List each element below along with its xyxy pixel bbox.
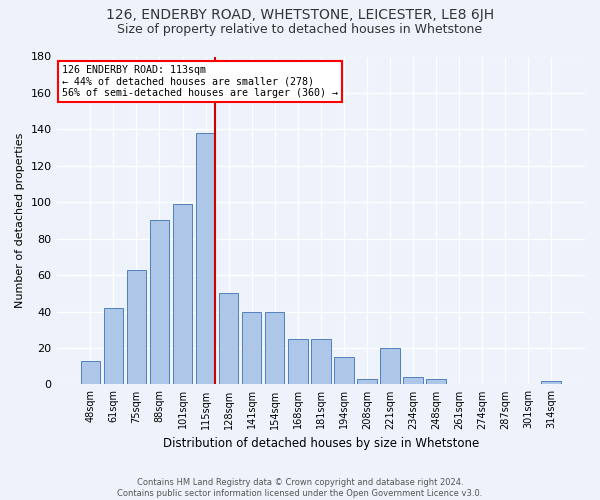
Bar bbox=[127, 270, 146, 384]
Bar bbox=[265, 312, 284, 384]
Bar bbox=[80, 360, 100, 384]
Bar bbox=[380, 348, 400, 385]
Text: 126 ENDERBY ROAD: 113sqm
← 44% of detached houses are smaller (278)
56% of semi-: 126 ENDERBY ROAD: 113sqm ← 44% of detach… bbox=[62, 64, 338, 98]
Bar bbox=[288, 339, 308, 384]
Bar bbox=[219, 294, 238, 384]
Y-axis label: Number of detached properties: Number of detached properties bbox=[15, 133, 25, 308]
Bar bbox=[357, 379, 377, 384]
Bar bbox=[311, 339, 331, 384]
Bar bbox=[242, 312, 262, 384]
Bar bbox=[173, 204, 193, 384]
Bar bbox=[334, 357, 353, 384]
Bar bbox=[403, 377, 423, 384]
Bar bbox=[104, 308, 123, 384]
Bar bbox=[541, 381, 561, 384]
Text: Contains HM Land Registry data © Crown copyright and database right 2024.
Contai: Contains HM Land Registry data © Crown c… bbox=[118, 478, 482, 498]
Text: 126, ENDERBY ROAD, WHETSTONE, LEICESTER, LE8 6JH: 126, ENDERBY ROAD, WHETSTONE, LEICESTER,… bbox=[106, 8, 494, 22]
Bar bbox=[426, 379, 446, 384]
X-axis label: Distribution of detached houses by size in Whetstone: Distribution of detached houses by size … bbox=[163, 437, 479, 450]
Text: Size of property relative to detached houses in Whetstone: Size of property relative to detached ho… bbox=[118, 22, 482, 36]
Bar bbox=[149, 220, 169, 384]
Bar bbox=[196, 133, 215, 384]
